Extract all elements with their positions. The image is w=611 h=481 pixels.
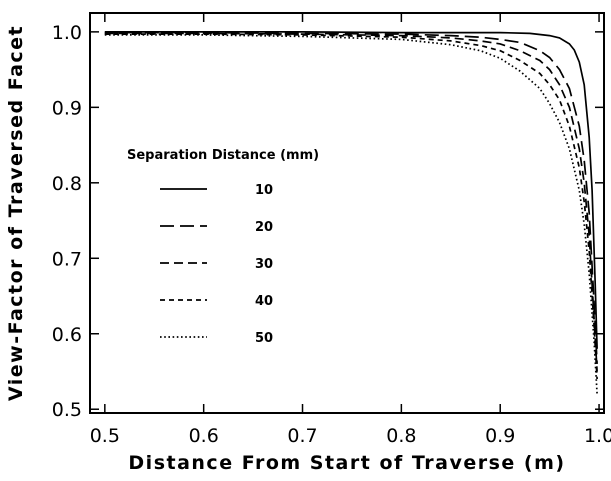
series-line-10 xyxy=(104,31,598,349)
y-axis-title: View-Factor of Traversed Facet xyxy=(5,25,27,401)
series-line-50 xyxy=(104,34,598,395)
series-line-30 xyxy=(104,32,598,372)
legend-title: Separation Distance (mm) xyxy=(127,148,319,163)
legend-label-10: 10 xyxy=(255,183,273,198)
series-line-20 xyxy=(104,31,598,364)
y-tick-label: 0.6 xyxy=(52,324,82,346)
x-tick-label: 0.9 xyxy=(485,425,515,447)
y-tick-label: 0.7 xyxy=(52,248,82,270)
x-tick-label: 0.6 xyxy=(189,425,219,447)
x-tick-label: 1.0 xyxy=(584,425,611,447)
legend-label-50: 50 xyxy=(255,331,273,346)
y-tick-label: 0.8 xyxy=(52,173,82,195)
series-lines xyxy=(104,31,598,395)
series-line-40 xyxy=(104,33,598,380)
x-tick-label: 0.8 xyxy=(386,425,416,447)
legend-label-40: 40 xyxy=(255,294,273,309)
x-tick-label: 0.7 xyxy=(287,425,317,447)
y-tick-label: 0.5 xyxy=(52,399,82,421)
x-tick-label: 0.5 xyxy=(90,425,120,447)
legend-label-30: 30 xyxy=(255,257,273,272)
x-axis-title: Distance From Start of Traverse (m) xyxy=(128,452,565,474)
legend: Separation Distance (mm) 10 20 30 40 50 xyxy=(127,148,319,346)
y-tick-label: 0.9 xyxy=(52,97,82,119)
plot-frame xyxy=(89,12,605,414)
axis-ticks xyxy=(90,13,604,413)
legend-label-20: 20 xyxy=(255,220,273,235)
axis-tick-labels: 0.5 0.6 0.7 0.8 0.9 1.0 0.5 0.6 0.7 0.8 0.9 1.0 xyxy=(52,22,611,447)
y-tick-label: 1.0 xyxy=(52,22,82,44)
